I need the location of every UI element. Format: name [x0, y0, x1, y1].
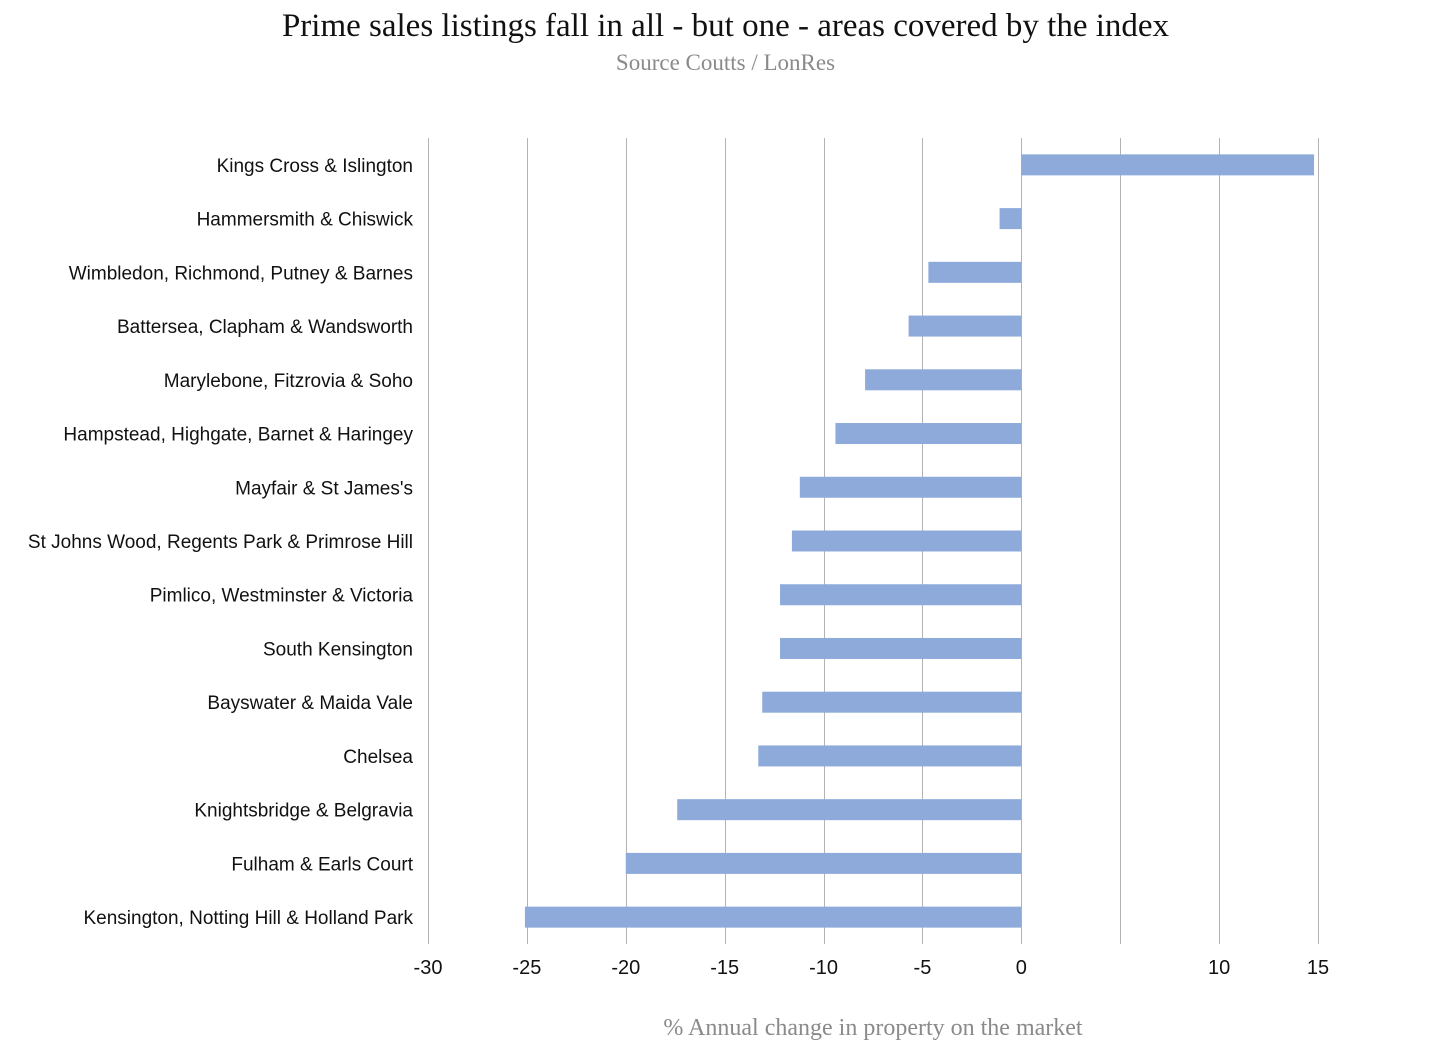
x-tick-label: 15 — [1307, 957, 1329, 979]
category-label: South Kensington — [263, 639, 413, 660]
bar — [677, 799, 1022, 821]
bar — [625, 852, 1022, 874]
x-tick-label: -5 — [914, 957, 932, 979]
category-label: Fulham & Earls Court — [231, 854, 413, 875]
category-label: Wimbledon, Richmond, Putney & Barnes — [69, 263, 413, 284]
bar — [1021, 154, 1315, 176]
x-tick-label: -10 — [809, 957, 838, 979]
bar — [780, 637, 1022, 659]
bar — [780, 584, 1022, 606]
bar — [928, 261, 1022, 283]
bar — [791, 530, 1022, 552]
bar — [799, 476, 1022, 498]
x-tick-label: -30 — [414, 957, 443, 979]
bar — [835, 423, 1022, 445]
chart-title: Prime sales listings fall in all - but o… — [281, 8, 1170, 44]
x-tick-label: -20 — [611, 957, 640, 979]
category-label: Mayfair & St James's — [235, 478, 413, 499]
bar — [758, 745, 1022, 767]
category-label: Pimlico, Westminster & Victoria — [150, 586, 414, 607]
category-label: Hammersmith & Chiswick — [197, 210, 414, 231]
bar — [999, 208, 1022, 230]
category-label: St Johns Wood, Regents Park & Primrose H… — [28, 532, 413, 553]
x-tick-label: -15 — [710, 957, 739, 979]
bar — [524, 906, 1022, 928]
category-label: Chelsea — [343, 747, 413, 768]
x-tick-label: 0 — [1016, 957, 1027, 979]
category-label: Bayswater & Maida Vale — [207, 693, 413, 714]
bars — [524, 154, 1315, 928]
x-tick-labels: -30 -25 -20 -15 -10 -5 0 10 15 — [414, 957, 1330, 979]
x-axis-label: % Annual change in property on the marke… — [663, 1015, 1083, 1041]
bar — [762, 691, 1022, 713]
chart-subtitle: Source Coutts / LonRes — [615, 50, 836, 75]
category-label: Marylebone, Fitzrovia & Soho — [164, 371, 413, 392]
x-tick-label: 10 — [1208, 957, 1230, 979]
bar — [908, 315, 1022, 337]
category-label: Knightsbridge & Belgravia — [194, 801, 413, 822]
category-labels: Kings Cross & Islington Hammersmith & Chi… — [28, 156, 414, 929]
category-label: Battersea, Clapham & Wandsworth — [117, 317, 413, 338]
bar — [865, 369, 1022, 391]
category-label: Kings Cross & Islington — [217, 156, 413, 177]
category-label: Hampstead, Highgate, Barnet & Haringey — [63, 425, 413, 446]
x-tick-label: -25 — [512, 957, 541, 979]
category-label: Kensington, Notting Hill & Holland Park — [83, 908, 413, 929]
